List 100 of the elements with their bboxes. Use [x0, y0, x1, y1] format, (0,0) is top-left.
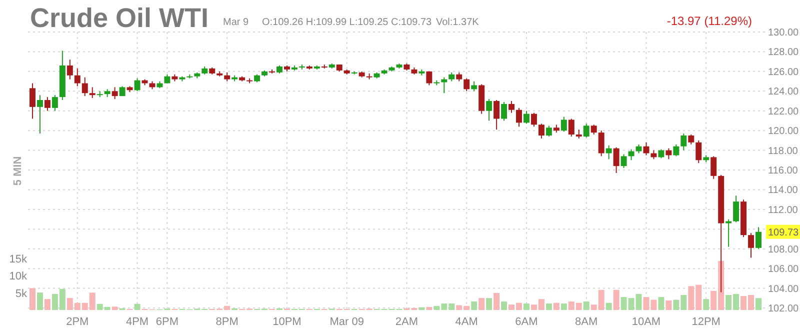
y-tick-label: 116.00 — [768, 166, 798, 177]
y-tick-label: 112.00 — [768, 204, 798, 216]
bar — [494, 292, 500, 310]
bar — [426, 306, 432, 310]
candlestick — [756, 226, 762, 250]
text: Mar 9 — [223, 17, 249, 28]
candlestick — [666, 148, 672, 160]
candlestick — [523, 110, 530, 124]
y-tick-label: 108.00 — [768, 244, 800, 256]
y-tick-label: 126.00 — [768, 66, 800, 78]
x-tick-label: 8AM — [575, 316, 598, 328]
annotation: 109.73 — [768, 227, 800, 238]
candlestick — [568, 118, 574, 137]
text: -13.97 (11.29%) — [666, 14, 752, 28]
y-tick-label: 118.00 — [768, 146, 798, 157]
text: O:109.26 H:109.99 L:109.25 C:109.73 — [262, 17, 432, 28]
x-tick-label: 6AM — [515, 316, 538, 328]
chart-title: Crude Oil WTI — [30, 3, 208, 33]
bar — [658, 297, 664, 310]
candlestick — [464, 78, 470, 92]
y-tick-label: 106.00 — [768, 264, 800, 276]
candlestick — [89, 86, 96, 99]
candlestick — [643, 142, 650, 156]
candlestick — [36, 94, 43, 134]
y-tick-label: 124.00 — [768, 86, 800, 98]
y-tick-label: 104.00 — [768, 284, 800, 295]
x-tick-label: Mar 09 — [330, 316, 364, 328]
candlestick — [583, 123, 590, 138]
bar — [36, 292, 43, 310]
text: Vol:1.37K — [436, 17, 480, 28]
bar — [553, 302, 560, 310]
candlestick — [74, 68, 80, 87]
y2-tick-label: 5k — [15, 288, 28, 300]
candlestick — [494, 100, 500, 130]
bar — [478, 298, 485, 310]
y-tick-label: 120.00 — [768, 126, 800, 138]
candlestick — [52, 94, 58, 112]
candlestick — [688, 134, 694, 145]
candlestick — [538, 123, 544, 139]
candlestick — [134, 78, 140, 92]
x-tick-label: 6PM — [156, 316, 179, 328]
candlestick — [112, 86, 118, 100]
bar — [134, 304, 140, 310]
x-tick-label: 4PM — [126, 316, 149, 328]
y-tick-label: 114.00 — [768, 185, 798, 196]
candlestick — [546, 125, 552, 137]
candlestick — [628, 148, 634, 161]
candlestick — [748, 232, 754, 258]
bar — [471, 301, 478, 310]
candlestick — [486, 98, 492, 122]
text: 5 MIN — [12, 156, 24, 186]
candlestick — [680, 133, 687, 151]
bar — [756, 298, 762, 310]
candlestick — [620, 154, 627, 169]
bar — [112, 306, 118, 310]
y-tick-label: 128.00 — [768, 47, 800, 58]
bar — [613, 290, 620, 310]
y2-tick-label: 15k — [9, 254, 28, 266]
candlestick — [471, 80, 478, 92]
bar — [44, 299, 50, 310]
bar — [501, 301, 508, 310]
bar — [486, 298, 492, 310]
bar — [29, 288, 36, 310]
candlestick — [29, 82, 36, 120]
candlestick — [44, 96, 50, 112]
candlestick — [82, 76, 88, 97]
candlestick — [66, 59, 73, 80]
bar — [583, 301, 590, 310]
bar — [523, 304, 530, 310]
candlestick — [696, 140, 702, 164]
candlestick — [613, 146, 620, 174]
candlestick — [508, 100, 515, 114]
candlestick — [733, 195, 740, 223]
bar — [606, 302, 612, 310]
x-tick-label: 12PM — [692, 316, 720, 328]
x-tick-label: 10PM — [272, 316, 302, 328]
candlestick — [530, 112, 537, 128]
bar — [418, 307, 425, 310]
candlestick — [590, 124, 597, 136]
y-tick-label: 102.00 — [768, 304, 800, 315]
x-tick-label: 2AM — [395, 316, 418, 328]
candlestick — [426, 70, 432, 86]
candlestick — [598, 130, 604, 157]
candlestick — [501, 101, 508, 122]
x-tick-label: 4AM — [455, 316, 478, 328]
y-tick-label: 130.00 — [768, 28, 800, 38]
candlestick — [441, 76, 448, 94]
bar — [703, 299, 710, 310]
y2-tick-label: 10k — [9, 270, 28, 283]
bar — [666, 300, 672, 310]
bar — [546, 304, 552, 310]
candlestick — [710, 156, 717, 180]
x-tick-label: 2PM — [66, 316, 89, 328]
x-tick-label: 10AM — [632, 316, 661, 328]
candlestick — [516, 107, 522, 128]
candlestick — [606, 144, 612, 160]
y-tick-label: 122.00 — [768, 106, 800, 118]
candlestick — [673, 144, 680, 157]
candlestick — [560, 116, 567, 132]
bar — [560, 304, 567, 310]
